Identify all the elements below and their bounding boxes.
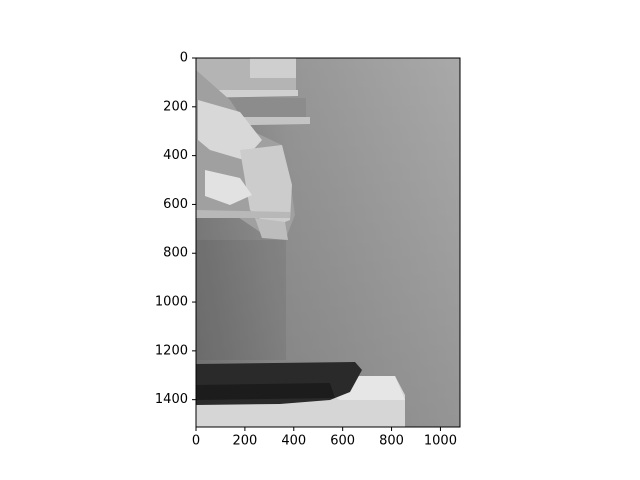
y-tick-label: 600 — [163, 197, 188, 212]
y-tick-label: 200 — [163, 99, 188, 114]
x-tick-label: 600 — [330, 434, 355, 449]
y-tick-label: 1200 — [155, 343, 188, 358]
y-tick-label: 1400 — [155, 392, 188, 407]
y-tick-label: 400 — [163, 148, 188, 163]
axes-frame — [195, 57, 461, 428]
x-tick-label: 400 — [281, 434, 306, 449]
y-tick-label: 0 — [180, 51, 188, 66]
y-tick-label: 800 — [163, 246, 188, 261]
x-tick-label: 0 — [192, 434, 200, 449]
y-tick-label: 1000 — [155, 295, 188, 310]
x-tick-label: 200 — [232, 434, 257, 449]
photo — [196, 58, 460, 427]
x-tick-label: 800 — [379, 434, 404, 449]
x-tick-label: 1000 — [424, 434, 457, 449]
